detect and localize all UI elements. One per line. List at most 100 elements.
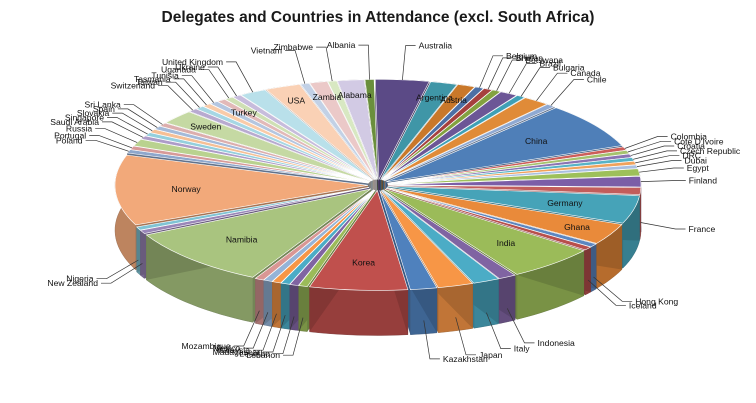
leader-canada (536, 72, 568, 102)
leader-ukraine (207, 66, 237, 97)
label-nigeria: Nigeria (66, 274, 93, 284)
leader-portugal (89, 135, 133, 149)
label-zimbabwe: Zimbabwe (273, 42, 313, 52)
label-lebanon: Lebanon (247, 350, 281, 360)
label-austria: Austria (440, 95, 467, 105)
label-spain: Spain (93, 104, 115, 114)
leader-new-zealand (101, 263, 143, 284)
label-italy: Italy (514, 344, 530, 354)
leader-botswana (496, 59, 523, 91)
leader-italy (486, 312, 511, 349)
slice-japan (380, 190, 474, 289)
slice-nigeria (135, 187, 369, 231)
label-mozambique: Mozambique (181, 341, 230, 351)
slice-canada (383, 97, 548, 181)
label-sri-lanka: Sri Lanka (84, 100, 121, 110)
leader-bulgaria (520, 67, 550, 97)
leader-mozambique (233, 310, 260, 347)
leader-czech-republic (633, 150, 677, 160)
slice-brazil (382, 91, 518, 181)
leader-hong-kong (593, 276, 633, 302)
slice-united-kingdom (240, 89, 374, 181)
slice-botswana (382, 89, 502, 181)
leader-tunisia (181, 75, 214, 103)
leader-zimbabwe (316, 46, 333, 82)
leader-lebanon (283, 317, 304, 356)
slice-sweden (164, 111, 371, 182)
leader-japan (455, 317, 476, 356)
leader-uganada (198, 69, 230, 99)
slice-indonesia (382, 189, 516, 279)
leader-croatia (630, 145, 675, 156)
label-tunisia: Tunisia (151, 71, 179, 81)
leader-colombia (624, 136, 668, 149)
slice-india (384, 188, 585, 275)
slice-face-australia-0 (375, 79, 379, 225)
leader-cote-d-ivoire (627, 140, 672, 153)
leader-drc (635, 155, 680, 164)
label-bulgaria: Bulgaria (553, 63, 585, 73)
leader-dubai (636, 160, 682, 167)
leader-russia (95, 128, 138, 143)
label-indonesia: Indonesia (538, 338, 575, 348)
leader-mexico (243, 312, 269, 349)
label-finland: Finland (689, 176, 717, 186)
label-uganada: Uganada (161, 65, 196, 75)
slice-alabama (336, 79, 378, 180)
label-poland: Poland (56, 135, 83, 145)
label-drc: DRC (682, 151, 701, 161)
leader-malaysia (253, 313, 277, 351)
label-usa: USA (287, 96, 305, 106)
label-sweden: Sweden (190, 122, 221, 132)
label-germany: Germany (547, 198, 583, 208)
label-taiwan: Taiwan (136, 77, 163, 87)
label-saudi-arabia: Saudi Arabia (50, 117, 99, 127)
leader-belgium (479, 55, 503, 88)
label-france: France (689, 224, 716, 234)
label-kazakhstan: Kazakhstan (443, 354, 488, 364)
slice-argentina (380, 81, 458, 180)
label-canada: Canada (570, 68, 600, 78)
leader-indonesia (506, 308, 535, 344)
leader-albania (358, 44, 370, 80)
slice-tops (114, 79, 642, 291)
slice-ukraine (232, 94, 373, 181)
label-mexico: Mexico (213, 343, 240, 353)
label-egypt: Egypt (687, 163, 710, 173)
leader-saudi-arabia (102, 121, 144, 138)
leader-sri-lanka (123, 104, 163, 125)
leader-tasmania (173, 78, 207, 106)
label-malaysia: Malaysia (216, 345, 250, 355)
leader-egypt (639, 167, 684, 173)
label-australia: Australia (419, 41, 453, 51)
label-ghana: Ghana (564, 222, 590, 232)
slice-egypt (387, 168, 641, 185)
label-zambia: Zambia (313, 92, 342, 102)
slice-china (386, 107, 623, 183)
label-alabama: Alabama (338, 90, 372, 100)
slice-france (387, 185, 642, 195)
leader-poland (85, 139, 129, 152)
slice-italy (381, 189, 500, 284)
label-norway: Norway (172, 184, 202, 194)
label-belgium: Belgium (506, 51, 537, 61)
slice-mozambique (254, 189, 374, 281)
slice-zambia (309, 81, 376, 180)
chart-title: Delegates and Countries in Attendance (e… (162, 9, 595, 26)
label-china: China (525, 136, 548, 146)
label-tasmania: Tasmania (134, 74, 171, 84)
label-new-zealand: New Zealand (47, 278, 98, 288)
leader-kazakhstan (423, 320, 440, 360)
label-bhutan: Bhutan (516, 53, 543, 63)
slice-kazakhstan (379, 190, 438, 291)
label-ukraine: Ukraine (175, 62, 205, 72)
leader-united-kingdom (226, 61, 254, 93)
label-korea: Korea (352, 257, 375, 267)
label-czech-republic: Czech Republic (680, 146, 741, 156)
slice-usa (265, 83, 375, 181)
label-botswana: Botswana (525, 55, 563, 65)
leader-finland (640, 180, 686, 182)
leader-australia (402, 45, 416, 81)
slice-namibia (145, 188, 372, 278)
